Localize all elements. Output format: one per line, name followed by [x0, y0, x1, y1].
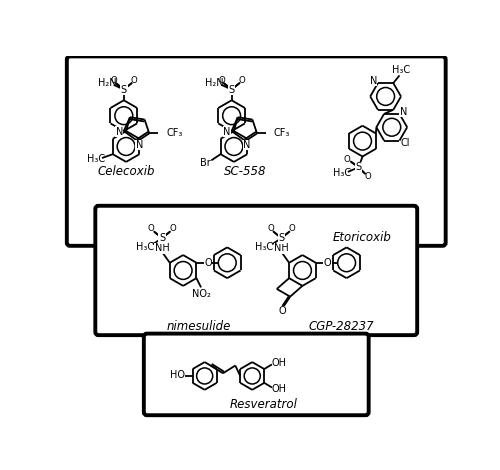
Text: H₃C: H₃C [332, 168, 351, 179]
Text: N: N [116, 127, 123, 137]
Text: Etoricoxib: Etoricoxib [333, 231, 392, 244]
Text: S: S [228, 85, 234, 94]
Text: H₃C: H₃C [87, 154, 105, 164]
Text: O: O [130, 76, 137, 85]
Text: Br: Br [200, 158, 210, 168]
Text: S: S [278, 233, 284, 243]
Text: S: S [356, 162, 362, 172]
Text: H₃C: H₃C [136, 243, 154, 252]
FancyBboxPatch shape [96, 206, 417, 335]
Text: NO₂: NO₂ [192, 289, 210, 298]
Text: O: O [110, 76, 117, 85]
FancyBboxPatch shape [144, 334, 368, 415]
Text: HO: HO [170, 370, 185, 380]
Text: Cl: Cl [401, 138, 410, 148]
Text: N: N [224, 127, 230, 137]
Text: O: O [148, 224, 154, 234]
Text: CGP-28237: CGP-28237 [308, 320, 374, 333]
Text: O: O [344, 155, 350, 164]
Text: CF₃: CF₃ [166, 128, 182, 138]
FancyBboxPatch shape [67, 56, 446, 246]
Text: nimesulide: nimesulide [166, 320, 230, 333]
Text: SC-558: SC-558 [224, 164, 266, 178]
Text: O: O [278, 306, 286, 316]
Text: O: O [238, 76, 245, 85]
Text: H₃C: H₃C [392, 65, 410, 75]
Text: OH: OH [272, 384, 286, 394]
Text: O: O [268, 224, 274, 234]
Text: O: O [218, 76, 225, 85]
Text: O: O [204, 258, 212, 268]
Text: O: O [170, 224, 176, 234]
Text: S: S [159, 233, 165, 243]
Text: Celecoxib: Celecoxib [98, 164, 155, 178]
Text: CF₃: CF₃ [274, 128, 290, 138]
Text: Resveratrol: Resveratrol [230, 398, 298, 411]
Text: OH: OH [272, 358, 286, 368]
Text: O: O [324, 258, 331, 268]
Text: H₂N: H₂N [206, 78, 224, 87]
Text: S: S [120, 85, 127, 94]
Text: NH: NH [274, 243, 289, 253]
Text: O: O [364, 172, 372, 181]
Text: O: O [289, 224, 296, 234]
Text: N: N [370, 76, 377, 86]
Text: N: N [244, 140, 250, 150]
Text: H₂N: H₂N [98, 78, 116, 87]
Text: NH: NH [154, 243, 170, 253]
Text: H₃C: H₃C [256, 243, 274, 252]
Text: N: N [400, 107, 407, 117]
Text: N: N [136, 140, 143, 150]
